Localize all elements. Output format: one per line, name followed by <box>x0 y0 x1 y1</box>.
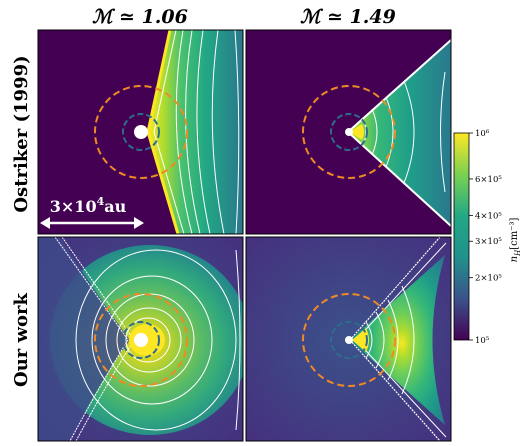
contour-line <box>375 311 385 369</box>
contour-line <box>385 96 394 168</box>
colorbar: 10⁵ 2×10⁵ 3×10⁵ 4×10⁵ 6×10⁵ 10⁶ nH[cm⁻³] <box>453 129 522 346</box>
contour-line <box>91 275 213 405</box>
perturber-dot <box>345 336 353 344</box>
contour-line <box>401 285 415 395</box>
contour-line <box>440 71 446 193</box>
inner-radius-circle <box>330 113 368 151</box>
contour-line <box>175 30 193 234</box>
inner-radius-circle <box>122 113 160 151</box>
panel-ourwork-m149 <box>246 237 451 441</box>
panel-ourwork-m106 <box>38 237 243 441</box>
contour-line <box>116 307 182 373</box>
col-title-2: ℳ ≃ 1.49 <box>300 6 396 28</box>
contour-line <box>349 237 441 341</box>
outer-radius-circle <box>94 85 188 179</box>
outer-radius-circle <box>302 293 396 387</box>
perturber-dot <box>134 333 148 347</box>
colorbar-tick-label: 6×10⁵ <box>475 175 502 185</box>
scale-bar-label: 3×104au <box>50 195 127 216</box>
row-label-2: Our work <box>11 292 32 387</box>
colorbar-tick-label: 2×10⁵ <box>475 274 502 284</box>
contour-line <box>355 242 447 341</box>
contour-line <box>61 237 135 441</box>
panel-ostriker-m106 <box>38 30 243 234</box>
colorbar-tick-label: 3×10⁵ <box>475 237 502 247</box>
contour-line <box>234 30 240 234</box>
perturber-dot <box>345 128 353 136</box>
contour-line <box>387 299 399 381</box>
scale-bar: 3×104au <box>40 195 144 229</box>
contour-line <box>365 321 373 359</box>
colorbar-label: nH[cm⁻³] <box>509 218 522 263</box>
inner-radius-circle <box>330 321 368 359</box>
contour-line <box>349 339 441 441</box>
perturber-dot <box>134 125 148 139</box>
contour-line <box>75 249 237 431</box>
contour-line <box>153 30 185 234</box>
contour-line <box>196 30 211 234</box>
contour-line <box>54 237 129 441</box>
inner-radius-circle <box>122 321 160 359</box>
row-label-1: Ostriker (1999) <box>11 55 32 212</box>
outer-radius-circle <box>94 293 188 387</box>
contour-line <box>355 339 447 438</box>
colorbar-gradient <box>453 132 470 341</box>
colorbar-tick-label: 10⁵ <box>475 336 490 346</box>
colorbar-tick-label: 4×10⁵ <box>475 211 502 221</box>
col-title-1: ℳ ≃ 1.06 <box>92 6 188 28</box>
outer-radius-circle <box>302 85 396 179</box>
colorbar-tick-label: 10⁶ <box>475 129 490 139</box>
contour-line <box>211 30 225 234</box>
contour-line <box>125 317 171 363</box>
contour-line <box>371 108 378 156</box>
contour-line <box>403 80 415 184</box>
panel-ostriker-m149 <box>246 30 451 234</box>
colorbar-ticks: 10⁵ 2×10⁵ 3×10⁵ 4×10⁵ 6×10⁵ 10⁶ <box>469 129 502 346</box>
